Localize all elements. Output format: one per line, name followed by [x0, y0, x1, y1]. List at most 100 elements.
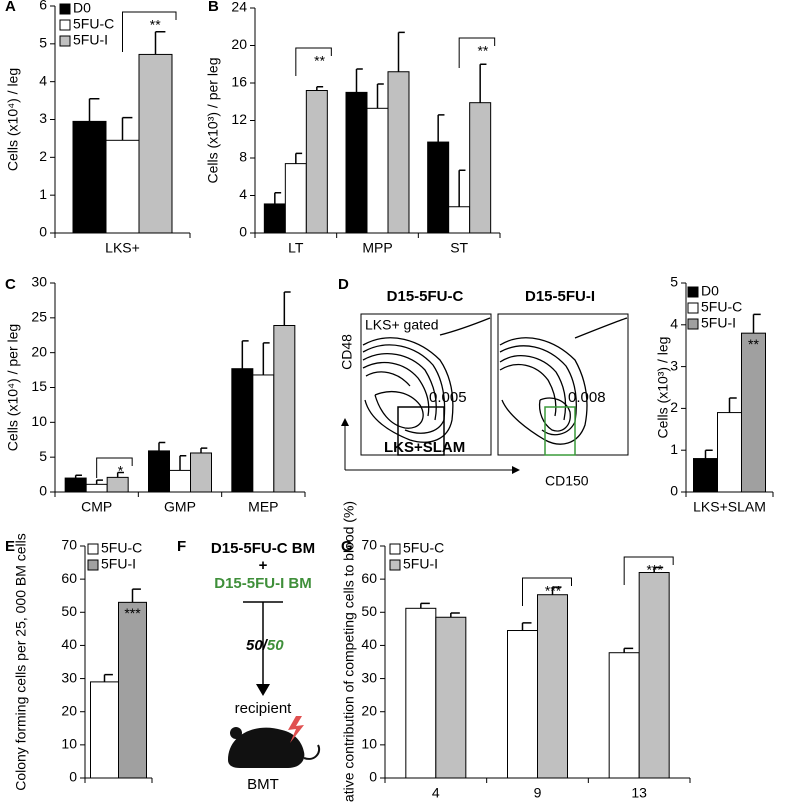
- bar: [427, 141, 450, 234]
- bar: [507, 630, 538, 779]
- y-tick-label: 0: [239, 224, 247, 240]
- mouse-ear: [230, 727, 242, 739]
- gate: [397, 406, 445, 456]
- connector: [243, 601, 283, 688]
- ratio-part: 50/: [246, 637, 269, 654]
- bar: [537, 594, 568, 779]
- error-bar: [295, 152, 303, 164]
- error-bar: [397, 31, 405, 72]
- y-tick-label: 5: [670, 274, 678, 290]
- legend-label: 5FU-C: [101, 540, 142, 556]
- bar: [305, 90, 328, 234]
- legend-swatch: [59, 3, 71, 15]
- y-tick-label: 4: [239, 186, 247, 202]
- x-tick-label: ST: [450, 240, 468, 256]
- error-bar: [376, 83, 384, 109]
- error-bar: [551, 586, 562, 595]
- y-tick-label: 30: [361, 669, 377, 685]
- y-tick-label: 15: [31, 378, 47, 394]
- donor: D15-5FU-C BM: [211, 540, 315, 557]
- x-tick-label: LT: [288, 240, 304, 256]
- legend-label: D0: [73, 0, 91, 16]
- bar: [693, 458, 718, 493]
- error-bar: [316, 86, 324, 91]
- bar: [608, 652, 640, 779]
- bar: [405, 607, 437, 779]
- y-tick-label: 40: [361, 636, 377, 652]
- legend-label: 5FU-I: [701, 315, 736, 331]
- bar: [190, 452, 212, 493]
- y-tick-label: 70: [61, 537, 77, 553]
- y-tick-label: 20: [31, 343, 47, 359]
- x-tick-label: GMP: [164, 499, 196, 515]
- y-tick-label: 3: [39, 110, 47, 126]
- y-tick-label: 8: [239, 149, 247, 165]
- y-tick-label: 0: [39, 224, 47, 240]
- error-bar: [74, 474, 82, 479]
- y-axis-label: Cells (x10⁴) / per leg: [5, 324, 21, 451]
- y-axis-label: Cells (x10³) / per leg: [205, 57, 221, 183]
- significance-bracket: [522, 577, 572, 606]
- error-bar: [158, 441, 166, 451]
- legend-swatch: [87, 543, 99, 555]
- bar: [148, 450, 170, 493]
- radiation-icon: [288, 716, 304, 743]
- gating-label: LKS+ gated: [365, 317, 439, 333]
- error-bar: [88, 97, 100, 122]
- y-tick-label: 5: [39, 448, 47, 464]
- y-axis-label: Cells (x10⁴) / leg: [5, 68, 21, 171]
- y-tick-label: 20: [361, 702, 377, 718]
- y-tick-label: 10: [361, 736, 377, 752]
- y-tick-label: 10: [31, 413, 47, 429]
- y-tick-label: 4: [39, 72, 47, 88]
- donor: D15-5FU-I BM: [214, 575, 312, 592]
- panel-label: C: [5, 276, 16, 293]
- x-tick-label: MPP: [362, 240, 392, 256]
- error-bar: [283, 291, 291, 326]
- legend-label: 5FU-I: [73, 32, 108, 48]
- error-bar: [241, 340, 249, 369]
- bar: [469, 102, 492, 234]
- significance: **: [477, 43, 488, 59]
- y-axis-label: Colony forming cells per 25, 000 BM cell…: [13, 533, 29, 791]
- y-tick-label: 10: [61, 736, 77, 752]
- y-tick-label: 30: [31, 274, 47, 290]
- y-tick-label: 30: [61, 669, 77, 685]
- bar: [118, 601, 147, 779]
- bar: [638, 572, 670, 779]
- plot-title: D15-5FU-I: [525, 288, 595, 305]
- bar: [435, 616, 467, 779]
- y-tick-label: 1: [39, 186, 47, 202]
- panel-label: A: [5, 0, 16, 15]
- bar: [90, 681, 119, 779]
- legend-label: 5FU-C: [403, 540, 444, 556]
- y-tick-label: 12: [231, 111, 247, 127]
- legend-label: 5FU-C: [73, 16, 114, 32]
- error-bar: [179, 455, 187, 471]
- error-bar: [103, 673, 113, 682]
- y-axis-label: Cells (x10³) / leg: [655, 337, 671, 439]
- mouse: [228, 727, 305, 768]
- error-bar: [116, 471, 124, 478]
- y-tick-label: 6: [39, 0, 47, 13]
- axis-arrows: [344, 423, 514, 471]
- x-tick-label: 9: [534, 785, 542, 801]
- error-bar: [131, 588, 141, 603]
- error-bar: [437, 114, 445, 143]
- error-bar: [154, 30, 166, 55]
- x-tick-label: LKS+: [105, 240, 140, 256]
- y-tick-label: 24: [231, 0, 247, 15]
- diagram: F D15-5FU-C BM + D15-5FU-I BM 50/50 reci…: [177, 538, 321, 793]
- recipient: recipient: [235, 700, 293, 717]
- flow-panel: D D15-5FU-C D15-5FU-I LKS+ gated 0.005 0…: [338, 276, 629, 489]
- error-bar: [355, 68, 363, 93]
- gate: [544, 406, 576, 456]
- bar: [387, 71, 410, 234]
- significance: **: [150, 17, 161, 33]
- bar: [231, 368, 254, 493]
- y-tick-label: 2: [670, 399, 678, 415]
- x-tick-label: LKS+SLAM: [693, 499, 766, 515]
- plus: +: [259, 557, 268, 574]
- panel-label: G: [341, 538, 353, 555]
- bar: [106, 476, 129, 493]
